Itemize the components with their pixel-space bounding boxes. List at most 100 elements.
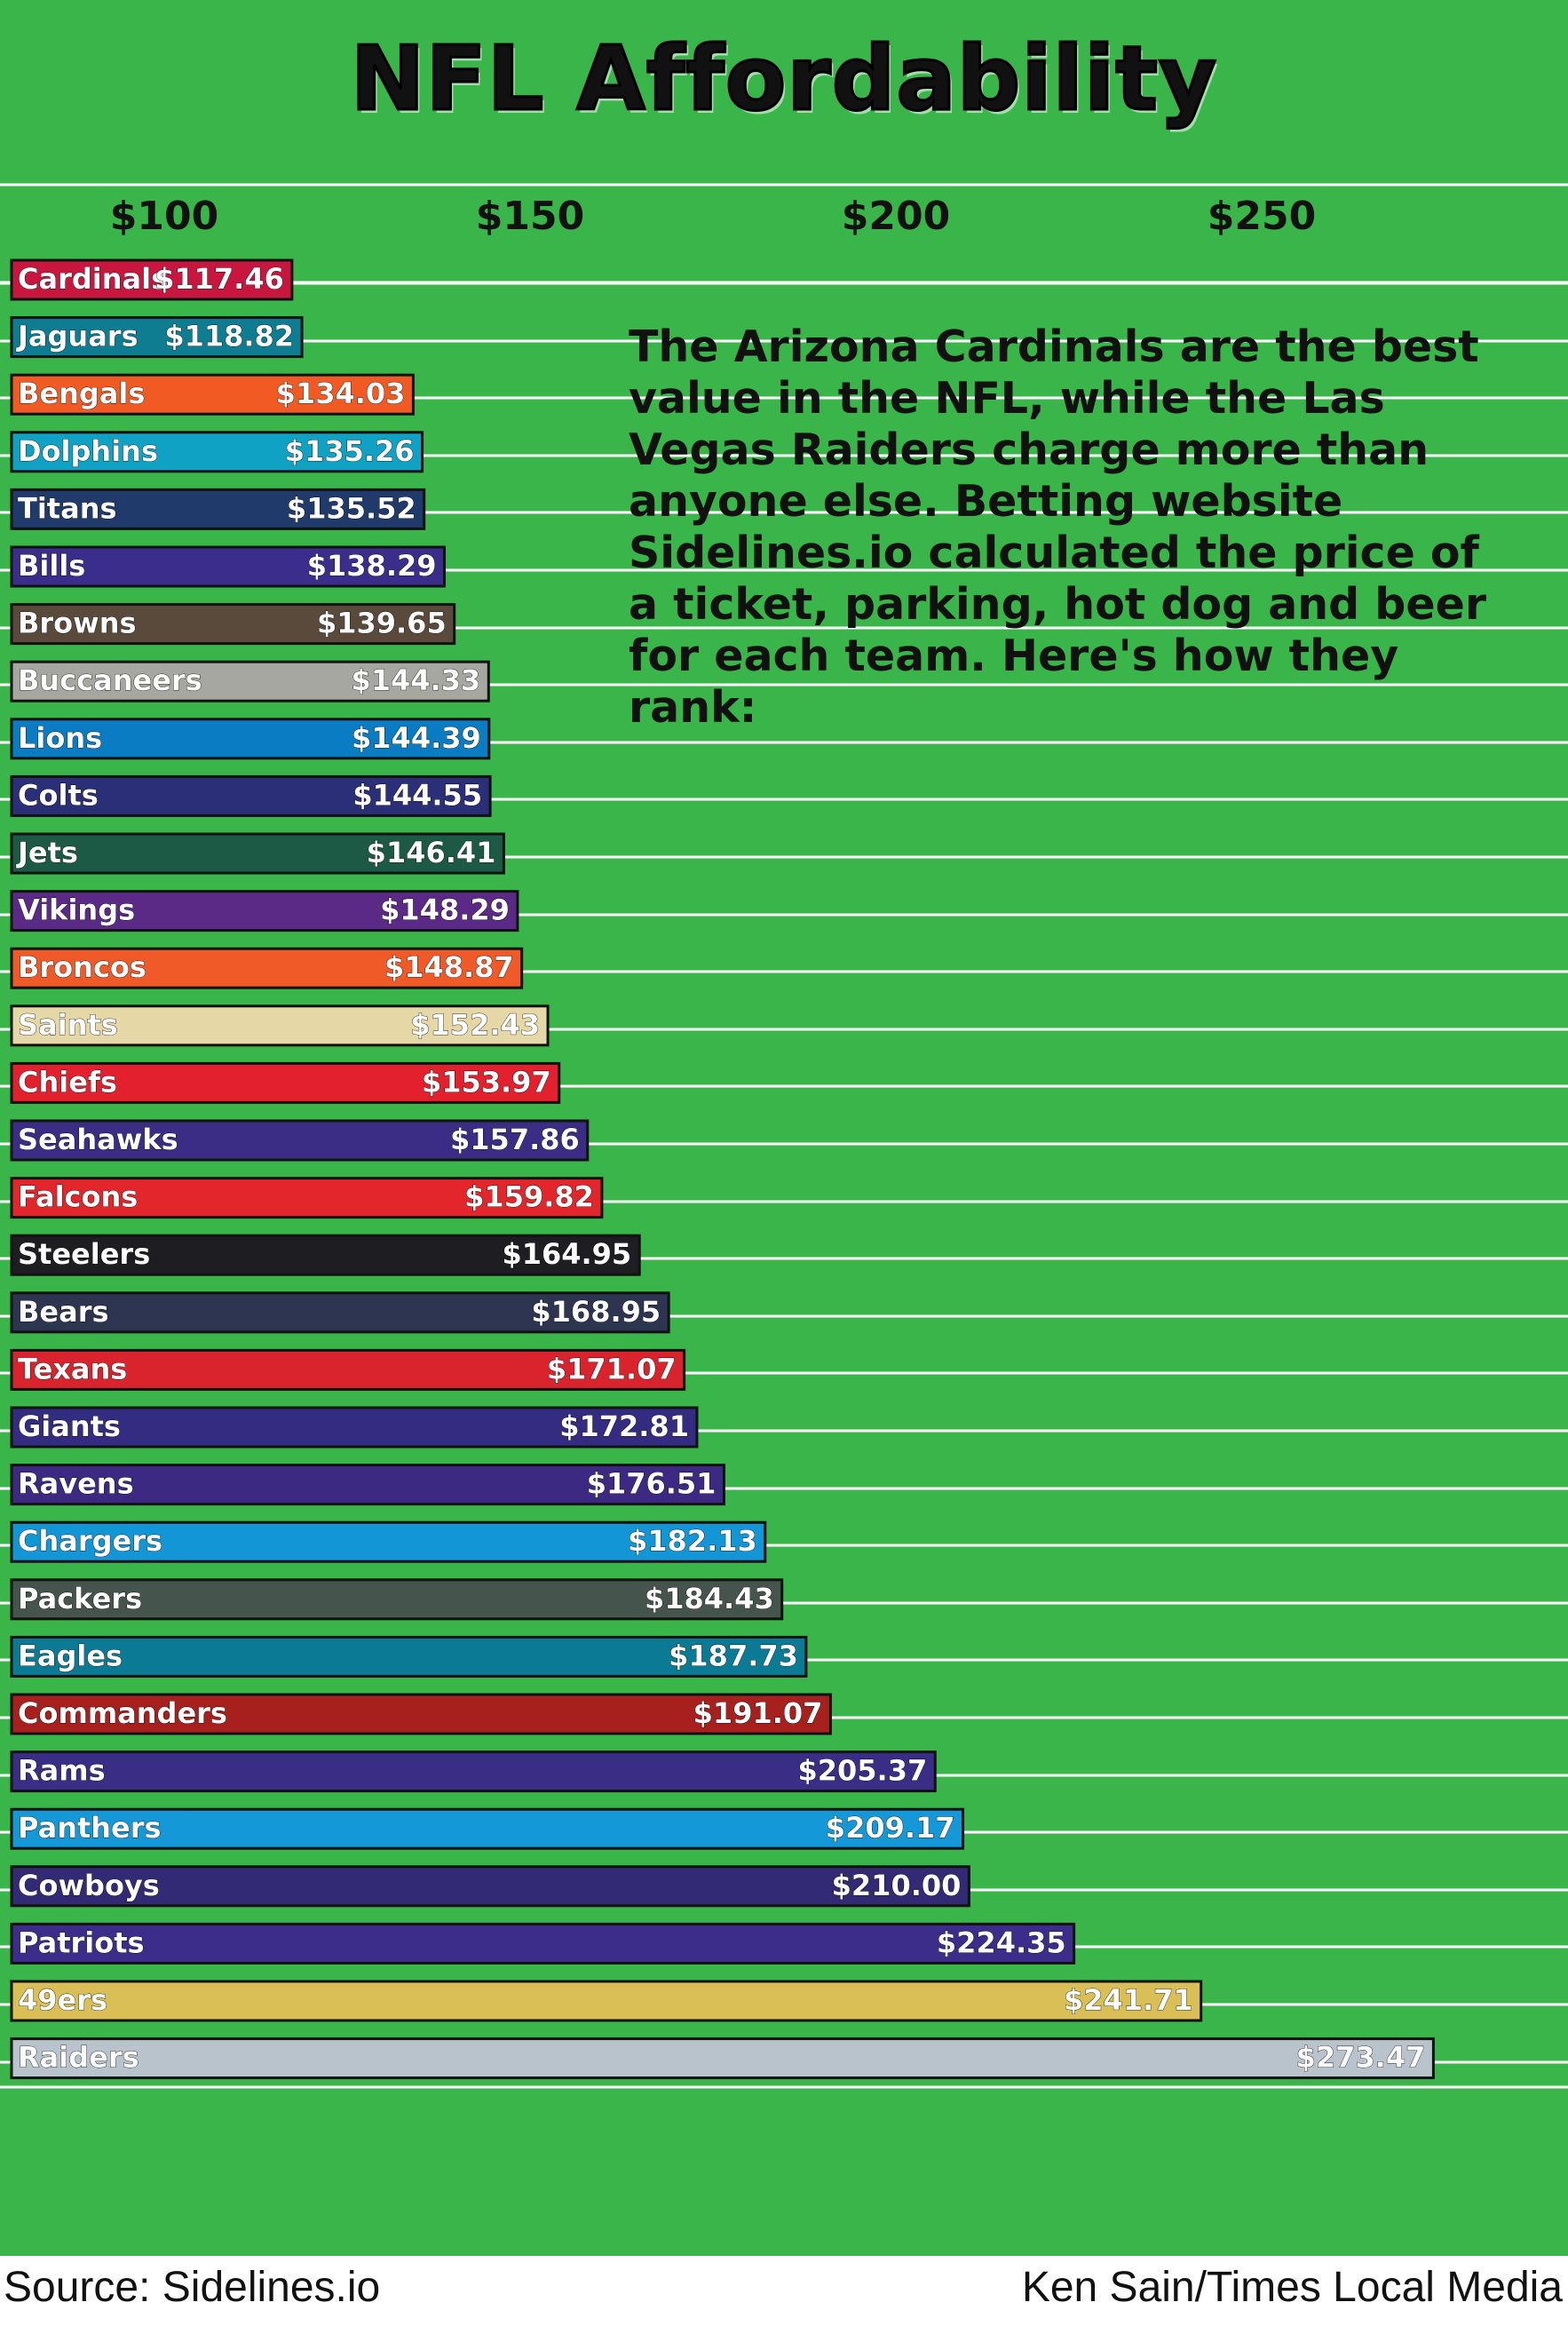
bar [10,1177,604,1219]
value-label: $117.46 [154,262,284,296]
bar-group-rams: Rams $205.37 [10,1750,937,1793]
team-label: Buccaneers [18,663,202,697]
value-label: $118.82 [164,320,294,353]
bar-group-raiders: Raiders $273.47 [10,2037,1435,2080]
team-label: Colts [18,778,99,812]
value-label: $146.41 [367,836,496,869]
team-label: Browns [18,607,137,640]
bar [10,1464,725,1506]
team-label: Jaguars [16,320,139,353]
bar-group-jaguars: Jaguars $118.82 [10,316,304,359]
bar [10,258,294,301]
bar-group-broncos: Broncos $148.87 [10,947,524,989]
team-label: Patriots [18,1925,145,1959]
value-label: $241.71 [1064,1983,1193,2017]
bar [10,890,519,933]
bar [10,1922,1076,1965]
bar [10,1578,784,1621]
value-label: $159.82 [464,1180,594,1214]
bar-group-panthers: Panthers $209.17 [10,1807,965,1850]
bar-group-steelers: Steelers $164.95 [10,1234,641,1276]
value-label: $176.51 [587,1467,717,1501]
value-label: $182.13 [628,1524,757,1558]
bar [10,1807,965,1850]
bar [10,1004,550,1047]
x-tick-label: $100 [110,194,218,239]
bar-group-chiefs: Chiefs $153.97 [10,1061,561,1104]
bar [10,832,505,875]
bar-group-giants: Giants $172.81 [10,1406,699,1449]
bar [10,660,490,703]
bar [10,1348,686,1391]
bar [10,947,524,989]
bar [10,1234,641,1276]
value-label: $172.81 [559,1409,689,1443]
value-label: $134.03 [276,377,406,410]
value-label: $171.07 [547,1352,677,1385]
bar [10,1406,699,1449]
team-label: Dolphins [18,434,158,468]
value-label: $187.73 [669,1639,798,1672]
bar-group-falcons: Falcons $159.82 [10,1177,604,1219]
bar [10,1635,808,1678]
value-label: $157.86 [450,1123,580,1156]
bar-group-49ers: 49ers $241.71 [10,1980,1203,2022]
bar [10,1291,670,1334]
team-label: Chargers [18,1524,162,1558]
bar-group-vikings: Vikings $148.29 [10,890,519,933]
bar-group-patriots: Patriots $224.35 [10,1922,1076,1965]
bar [10,603,456,646]
bar [10,373,415,416]
value-label: $210.00 [832,1869,962,1902]
team-label: Bears [18,1295,109,1329]
bar-group-buccaneers: Buccaneers $144.33 [10,660,490,703]
bar [10,1750,937,1793]
team-label: Vikings [18,893,135,927]
bar [10,1061,561,1104]
value-label: $184.43 [645,1582,774,1615]
bar [10,2037,1435,2080]
team-label: 49ers [18,1983,107,2017]
team-label: Bengals [18,377,145,410]
description-text: The Arizona Cardinals are the best value… [629,322,1487,733]
value-label: $135.26 [285,434,415,468]
value-label: $191.07 [693,1696,823,1730]
bar-group-bills: Bills $138.29 [10,545,447,588]
team-label: Falcons [18,1180,138,1214]
bar-group-eagles: Eagles $187.73 [10,1635,808,1678]
bar [10,1520,767,1563]
value-label: $139.65 [317,607,447,640]
team-label: Broncos [18,950,147,984]
bar [10,545,447,588]
source-credit: Source: Sidelines.io [4,2264,381,2311]
bar [10,1119,590,1162]
bar-chart: $100 $150 $200 $250 Cardinals$117.46 Jaguars $… [0,183,1568,2089]
team-label: Titans [18,491,117,525]
value-label: $164.95 [502,1237,631,1271]
bar-group-seahawks: Seahawks $157.86 [10,1119,590,1162]
bar-group-cardinals: Cardinals$117.46 [10,258,294,301]
value-label: $148.87 [384,950,514,984]
team-label: Chiefs [18,1065,117,1099]
bar-group-dolphins: Dolphins $135.26 [10,431,424,473]
team-label: Panthers [18,1811,162,1845]
team-label: Giants [18,1409,121,1443]
value-label: $148.29 [380,893,510,927]
bar [10,774,492,817]
value-label: $224.35 [937,1925,1066,1959]
value-label: $144.39 [352,721,481,755]
x-tick-label: $200 [842,194,950,239]
bar-group-titans: Titans $135.52 [10,488,426,530]
bar [10,488,426,530]
bar [10,1865,970,1908]
bar-group-bears: Bears $168.95 [10,1291,670,1334]
team-label: Saints [18,1008,118,1042]
bar-group-lions: Lions $144.39 [10,718,491,760]
team-label: Commanders [18,1696,227,1730]
team-label: Eagles [18,1639,123,1672]
team-label: Seahawks [18,1123,178,1156]
value-label: $209.17 [826,1811,955,1845]
value-label: $205.37 [797,1754,927,1788]
team-label: Packers [18,1582,142,1615]
